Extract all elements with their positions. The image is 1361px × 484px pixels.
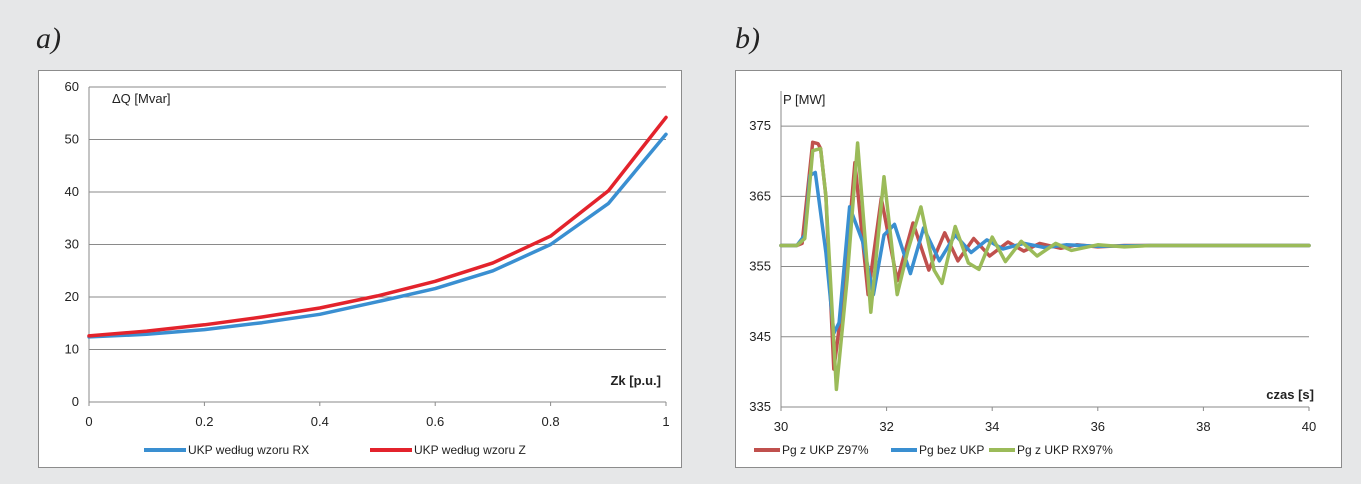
x-tick-label: 1	[662, 414, 669, 429]
y-tick-label: 335	[749, 399, 771, 414]
series-line-2	[87, 115, 668, 338]
y-tick-label: 60	[65, 79, 79, 94]
legend-label-1: Pg z UKP Z97%	[782, 443, 869, 457]
chart-a: 0 10 20 30 40 50 60 0 0.2 0.4 0.6 0.8 1 ΔQ [Mvar] Zk […	[38, 70, 682, 468]
legend-label-1: UKP według wzoru RX	[188, 443, 309, 457]
y-axis-label: P [MW]	[783, 92, 825, 107]
chart-b-plot: 335 345 355 365 375 30 32 34 36 38 40 P [MW] czas [s…	[749, 91, 1316, 457]
x-tick-label: 32	[879, 419, 893, 434]
x-tick-label: 0.6	[426, 414, 444, 429]
x-tick-label: 38	[1196, 419, 1210, 434]
y-tick-label: 355	[749, 259, 771, 274]
y-tick-label: 375	[749, 118, 771, 133]
x-tick-label: 0.8	[542, 414, 560, 429]
y-tick-label: 30	[65, 237, 79, 252]
chart-a-plot: 0 10 20 30 40 50 60 0 0.2 0.4 0.6 0.8 1 ΔQ [Mvar] Zk […	[65, 79, 670, 457]
y-tick-label: 365	[749, 188, 771, 203]
series-line-1	[87, 132, 668, 339]
x-tick-label: 34	[985, 419, 999, 434]
y-tick-label: 20	[65, 289, 79, 304]
x-tick-label: 0	[85, 414, 92, 429]
x-tick-label: 0.4	[311, 414, 329, 429]
y-axis-label: ΔQ [Mvar]	[112, 91, 171, 106]
legend-label-2: Pg bez UKP	[919, 443, 984, 457]
panel-label-b: b)	[735, 22, 760, 55]
legend-label-2: UKP według wzoru Z	[414, 443, 526, 457]
chart-b: 335 345 355 365 375 30 32 34 36 38 40 P [MW] czas [s…	[735, 70, 1342, 468]
x-axis-label: czas [s]	[1266, 387, 1314, 402]
x-axis-label: Zk [p.u.]	[610, 373, 661, 388]
x-tick-label: 0.2	[195, 414, 213, 429]
y-tick-label: 10	[65, 342, 79, 357]
y-tick-label: 0	[72, 394, 79, 409]
series-line-3	[779, 141, 1311, 392]
x-tick-label: 36	[1091, 419, 1105, 434]
y-tick-label: 50	[65, 132, 79, 147]
y-tick-label: 40	[65, 184, 79, 199]
x-tick-label: 30	[774, 419, 788, 434]
legend-label-3: Pg z UKP RX97%	[1017, 443, 1113, 457]
panel-label-a: a)	[36, 22, 61, 55]
x-tick-label: 40	[1302, 419, 1316, 434]
y-tick-label: 345	[749, 329, 771, 344]
